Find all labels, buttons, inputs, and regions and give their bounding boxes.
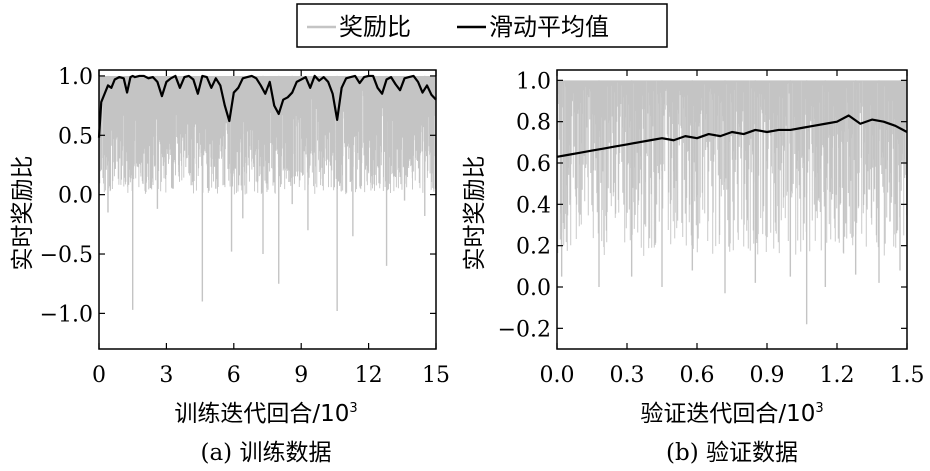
panel-a-xtick-label: 6 [227, 363, 241, 388]
legend-box [296, 3, 668, 48]
panel-a-xlabel: 训练迭代回合/103 [174, 401, 357, 427]
panel-b-raw-fill [556, 80, 908, 256]
panel-b-xtick-label: 1.5 [890, 363, 925, 388]
panel-b-ytick-label: 0.2 [516, 235, 551, 260]
panel-a-xtick-label: 9 [294, 363, 308, 388]
legend-label-raw: 奖励比 [339, 13, 411, 41]
panel-a-ytick-label: −0.5 [40, 243, 93, 268]
panel-a-ytick-label: 0.5 [58, 124, 93, 149]
panel-b-xtick-label: 0.0 [540, 363, 575, 388]
panel-a-xtick-label: 15 [422, 363, 450, 388]
panel-a-avg-series [97, 74, 437, 138]
panel-b-xtick-label: 0.6 [680, 363, 715, 388]
panel-a-moving-average-line [97, 74, 437, 138]
panel-b-xtick-label: 0.9 [750, 363, 785, 388]
panel-a-frame [98, 69, 437, 350]
panel-a-ytick-label: −1.0 [40, 302, 93, 327]
panel-a-ticks: 0 3 6 9 12 15 1.0 0.5 0.0 −0.5 −1.0 [40, 65, 450, 388]
legend: 奖励比 滑动平均值 [296, 3, 668, 48]
panel-b-caption: (b) 验证数据 [666, 440, 798, 466]
panel-b-ytick-label: 0.6 [516, 152, 551, 177]
panel-a-xtick-label: 0 [92, 363, 106, 388]
panel-b-xtick-label: 1.2 [820, 363, 855, 388]
panel-b-moving-average-line [556, 114, 908, 158]
panel-b-ylabel: 实时奖励比 [462, 156, 488, 271]
panel-b-ytick-label: 0.0 [516, 276, 551, 301]
panel-a-ylabel: 实时奖励比 [10, 156, 36, 271]
panel-a-raw-series [98, 75, 437, 312]
panel-a: 0 3 6 9 12 15 1.0 0.5 0.0 −0.5 −1.0 训练迭代回合/103 实时奖… [10, 65, 450, 466]
panel-a-ytick-label: 1.0 [58, 65, 93, 90]
panel-b-xtick-label: 0.3 [610, 363, 645, 388]
panel-b-avg-series [556, 114, 908, 158]
panel-b-raw-series [556, 80, 908, 325]
panel-a-xtick-label: 3 [159, 363, 173, 388]
panel-b-xlabel: 验证迭代回合/103 [640, 401, 823, 427]
panel-a-ytick-label: 0.0 [58, 184, 93, 209]
panel-a-caption: (a) 训练数据 [201, 440, 332, 466]
panel-a-xtick-label: 12 [355, 363, 383, 388]
panel-b-ytick-label: 1.0 [516, 69, 551, 94]
panel-b-ticks: 0.0 0.3 0.6 0.9 1.2 1.5 1.0 0.8 0.6 0.4 0.2 0.0 −0.2 [498, 69, 925, 388]
panel-b-ytick-label: 0.8 [516, 111, 551, 136]
panel-b-frame [556, 69, 908, 350]
panel-b-ytick-label: 0.4 [516, 193, 551, 218]
panel-a-raw-fill [98, 75, 437, 195]
panel-b: 0.0 0.3 0.6 0.9 1.2 1.5 1.0 0.8 0.6 0.4 0.2 0.0 −0.2… [462, 69, 925, 466]
panel-b-ytick-label: −0.2 [498, 317, 551, 342]
legend-label-avg: 滑动平均值 [489, 13, 609, 41]
